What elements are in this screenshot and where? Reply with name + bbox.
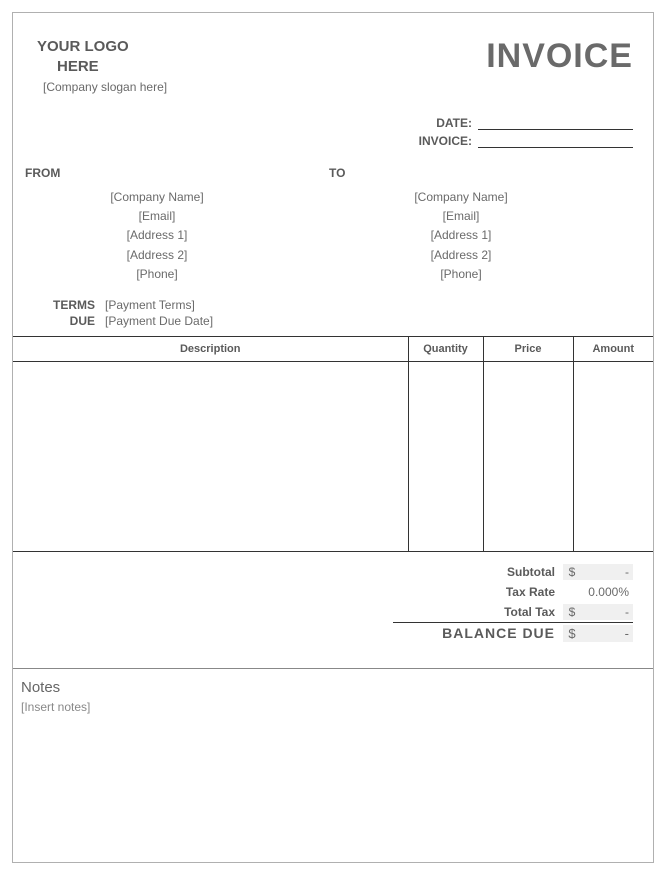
date-field[interactable] [478, 114, 633, 130]
due-row: DUE [Payment Due Date] [25, 314, 653, 328]
subtotal-label: Subtotal [403, 565, 563, 579]
taxrate-label: Tax Rate [403, 585, 563, 599]
from-address2: [Address 2] [25, 246, 289, 265]
due-label: DUE [25, 314, 105, 328]
col-amount: Amount [573, 336, 653, 361]
from-column: FROM [Company Name] [Email] [Address 1] … [25, 166, 329, 284]
company-slogan: [Company slogan here] [43, 80, 167, 94]
totaltax-currency: $ [563, 604, 581, 620]
from-label: FROM [25, 166, 329, 180]
totaltax-value: - [581, 604, 633, 620]
totals-block: Subtotal $ - Tax Rate 0.000% Total Tax $… [13, 562, 653, 644]
to-column: TO [Company Name] [Email] [Address 1] [A… [329, 166, 633, 284]
from-company: [Company Name] [25, 188, 289, 207]
notes-title: Notes [21, 679, 645, 696]
table-row [13, 361, 653, 551]
notes-text[interactable]: [Insert notes] [21, 700, 645, 714]
logo-block: YOUR LOGO HERE [Company slogan here] [37, 37, 167, 94]
subtotal-value: - [581, 564, 633, 580]
header: YOUR LOGO HERE [Company slogan here] INV… [13, 13, 653, 94]
col-quantity: Quantity [408, 336, 483, 361]
from-address1: [Address 1] [25, 226, 289, 245]
col-price: Price [483, 336, 573, 361]
date-row: DATE: [13, 114, 633, 130]
terms-value: [Payment Terms] [105, 298, 195, 312]
cell-description[interactable] [13, 361, 408, 551]
due-value: [Payment Due Date] [105, 314, 213, 328]
totaltax-label: Total Tax [403, 605, 563, 619]
cell-quantity[interactable] [408, 361, 483, 551]
invoice-title: INVOICE [486, 37, 633, 94]
taxrate-row: Tax Rate 0.000% [13, 582, 633, 602]
to-address: [Company Name] [Email] [Address 1] [Addr… [329, 188, 633, 284]
cell-amount[interactable] [573, 361, 653, 551]
subtotal-row: Subtotal $ - [13, 562, 633, 582]
totaltax-row: Total Tax $ - [13, 602, 633, 622]
subtotal-currency: $ [563, 564, 581, 580]
balance-row: BALANCE DUE $ - [13, 623, 633, 644]
invoice-number-label: INVOICE: [419, 134, 472, 148]
from-phone: [Phone] [25, 265, 289, 284]
terms-row: TERMS [Payment Terms] [25, 298, 653, 312]
logo-line1: YOUR LOGO [37, 37, 167, 57]
col-description: Description [13, 336, 408, 361]
meta-block: DATE: INVOICE: [13, 114, 653, 148]
notes-section: Notes [Insert notes] [13, 669, 653, 724]
from-to-section: FROM [Company Name] [Email] [Address 1] … [13, 166, 653, 284]
to-email: [Email] [329, 207, 593, 226]
to-address2: [Address 2] [329, 246, 593, 265]
items-body [13, 361, 653, 551]
terms-label: TERMS [25, 298, 105, 312]
to-phone: [Phone] [329, 265, 593, 284]
logo-line2: HERE [57, 57, 167, 77]
invoice-number-row: INVOICE: [13, 132, 633, 148]
balance-value: - [581, 625, 633, 642]
balance-currency: $ [563, 625, 581, 642]
to-address1: [Address 1] [329, 226, 593, 245]
invoice-document: YOUR LOGO HERE [Company slogan here] INV… [12, 12, 654, 863]
invoice-number-field[interactable] [478, 132, 633, 148]
from-address: [Company Name] [Email] [Address 1] [Addr… [25, 188, 329, 284]
balance-label: BALANCE DUE [403, 625, 563, 641]
to-label: TO [329, 166, 633, 180]
from-email: [Email] [25, 207, 289, 226]
taxrate-value: 0.000% [581, 584, 633, 600]
items-header-row: Description Quantity Price Amount [13, 336, 653, 361]
to-company: [Company Name] [329, 188, 593, 207]
taxrate-spacer [563, 591, 581, 593]
cell-price[interactable] [483, 361, 573, 551]
date-label: DATE: [436, 116, 472, 130]
items-table: Description Quantity Price Amount [13, 336, 653, 552]
terms-block: TERMS [Payment Terms] DUE [Payment Due D… [13, 298, 653, 328]
